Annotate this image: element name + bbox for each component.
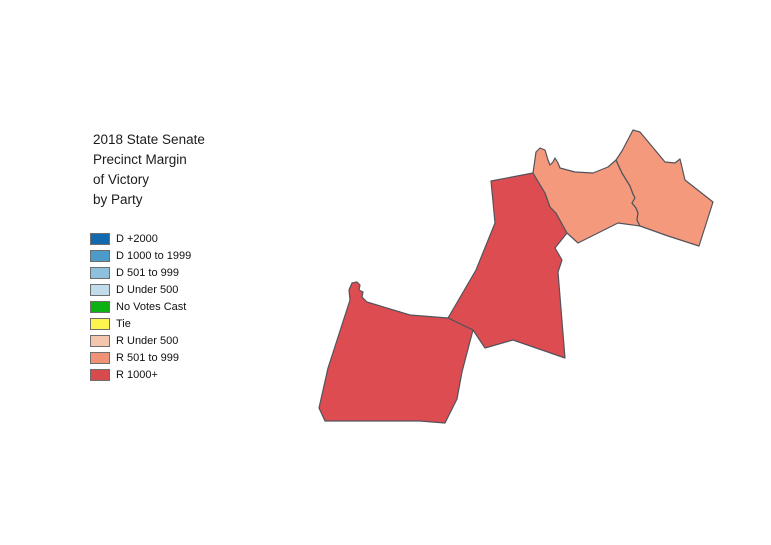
legend-item: No Votes Cast	[90, 301, 191, 313]
legend-color-swatch	[90, 369, 110, 381]
legend-item-label: R 1000+	[116, 369, 158, 381]
legend-color-swatch	[90, 284, 110, 296]
legend-item-label: R Under 500	[116, 335, 179, 347]
legend-item-label: D +2000	[116, 233, 158, 245]
legend-item: R 1000+	[90, 369, 191, 381]
legend-color-swatch	[90, 250, 110, 262]
legend-item: R Under 500	[90, 335, 191, 347]
legend-color-swatch	[90, 233, 110, 245]
legend-item: D +2000	[90, 233, 191, 245]
legend-color-swatch	[90, 318, 110, 330]
map-title-line: of Victory	[93, 172, 150, 187]
map-title: 2018 State Senate Precinct Margin of Vic…	[93, 130, 205, 210]
map-title-line: 2018 State Senate	[93, 132, 205, 147]
legend-item: D 1000 to 1999	[90, 250, 191, 262]
map-legend: D +2000 D 1000 to 1999 D 501 to 999 D Un…	[90, 233, 191, 386]
legend-item-label: D 501 to 999	[116, 267, 179, 279]
map-title-line: Precinct Margin	[93, 152, 187, 167]
legend-item-label: D 1000 to 1999	[116, 250, 192, 262]
legend-item-label: Tie	[116, 318, 131, 330]
legend-item-label: D Under 500	[116, 284, 179, 296]
legend-color-swatch	[90, 267, 110, 279]
legend-item-label: No Votes Cast	[116, 301, 187, 313]
legend-item: Tie	[90, 318, 191, 330]
legend-item: D Under 500	[90, 284, 191, 296]
map-title-line: by Party	[93, 192, 143, 207]
legend-item: D 501 to 999	[90, 267, 191, 279]
legend-color-swatch	[90, 352, 110, 364]
legend-color-swatch	[90, 301, 110, 313]
legend-color-swatch	[90, 335, 110, 347]
precinct-northeast	[615, 129, 714, 247]
legend-item-label: R 501 to 999	[116, 352, 179, 364]
legend-item: R 501 to 999	[90, 352, 191, 364]
precinct-southwest	[318, 281, 474, 424]
